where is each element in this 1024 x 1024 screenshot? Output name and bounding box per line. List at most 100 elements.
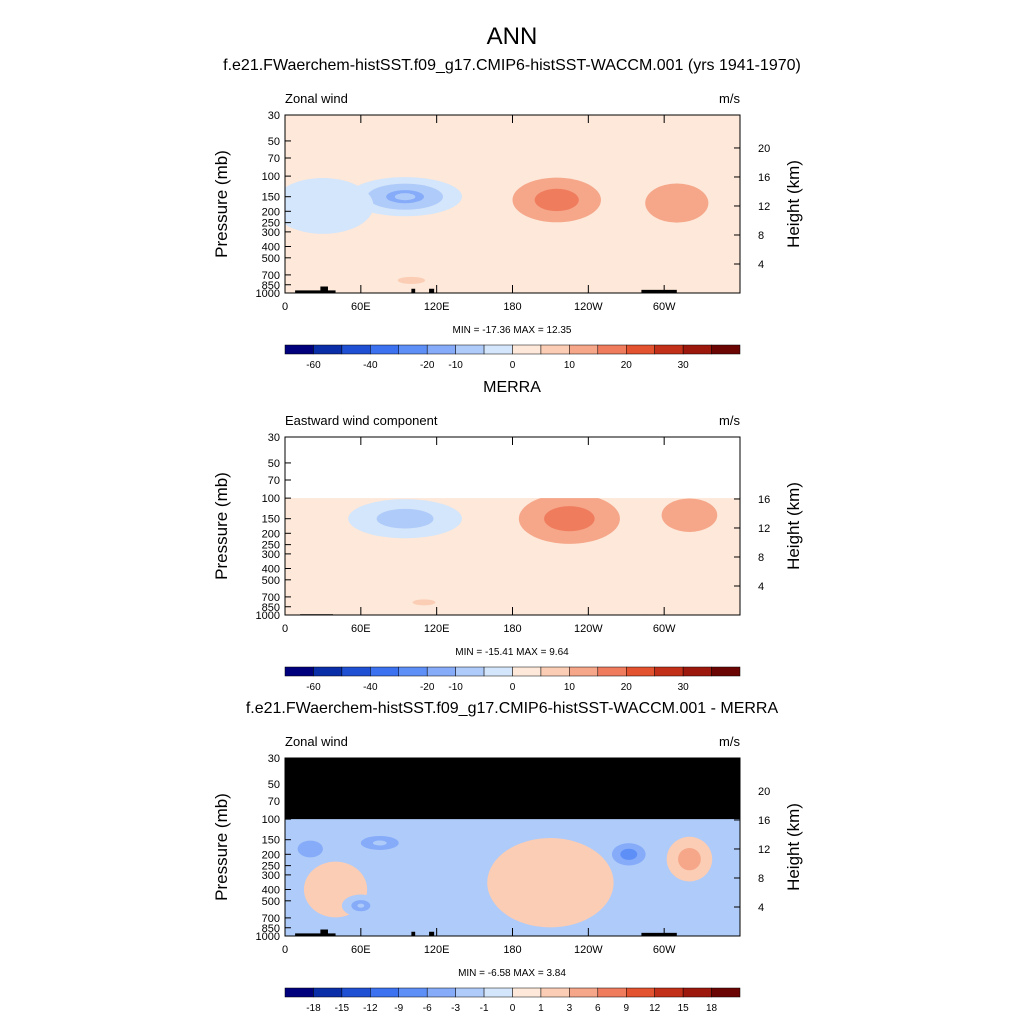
colorbar-swatch bbox=[483, 344, 513, 355]
colorbar-swatch bbox=[284, 987, 314, 998]
y-tick-label: 70 bbox=[268, 796, 280, 808]
colorbar-label: -6 bbox=[423, 1003, 432, 1014]
figure-title: ANN bbox=[487, 23, 538, 50]
y-tick-label: 700 bbox=[262, 592, 280, 604]
x-tick-label: 180 bbox=[503, 623, 521, 635]
min-max-label: MIN = -6.58 MAX = 3.84 bbox=[458, 968, 566, 979]
missing-data-mask bbox=[285, 758, 740, 820]
field-contours bbox=[336, 498, 718, 606]
y2-tick-label: 8 bbox=[758, 552, 764, 564]
colorbar-swatch bbox=[426, 666, 456, 677]
colorbar-swatch bbox=[313, 344, 343, 355]
units-label: m/s bbox=[719, 413, 740, 428]
contour-peak bbox=[329, 884, 342, 895]
y-tick-label: 700 bbox=[262, 270, 280, 282]
y-tick-label: 700 bbox=[262, 913, 280, 925]
colorbar-label: -3 bbox=[451, 1003, 460, 1014]
colorbar-swatch bbox=[483, 666, 513, 677]
contour-peak bbox=[560, 514, 579, 524]
variable-label: Zonal wind bbox=[285, 91, 348, 106]
terrain-block bbox=[320, 286, 328, 293]
y2-axis-title: Height (km) bbox=[784, 803, 803, 891]
colorbar-swatch bbox=[540, 987, 570, 998]
x-tick-label: 180 bbox=[503, 301, 521, 313]
colorbar-swatch bbox=[540, 344, 570, 355]
contour-peak bbox=[397, 276, 426, 284]
colorbar-swatch bbox=[569, 344, 599, 355]
contour-peak bbox=[357, 903, 365, 908]
colorbar-swatch bbox=[341, 344, 371, 355]
colorbar-label: -15 bbox=[335, 1003, 350, 1014]
colorbar-label: 20 bbox=[621, 360, 633, 371]
y-tick-label: 300 bbox=[262, 227, 280, 239]
y-tick-label: 850 bbox=[262, 923, 280, 935]
terrain-block bbox=[411, 931, 416, 936]
y2-tick-label: 4 bbox=[758, 581, 764, 593]
field bbox=[285, 437, 740, 615]
colorbar-label: -12 bbox=[363, 1003, 378, 1014]
x-tick-label: 120W bbox=[574, 301, 603, 313]
y-tick-label: 1000 bbox=[256, 931, 280, 943]
x-tick-label: 60W bbox=[653, 944, 676, 956]
colorbar-swatch bbox=[654, 987, 684, 998]
units-label: m/s bbox=[719, 734, 740, 749]
y-axis-title: Pressure (mb) bbox=[212, 150, 231, 258]
contour-peak bbox=[684, 512, 695, 519]
y-axis-title: Pressure (mb) bbox=[212, 793, 231, 901]
colorbar-swatch bbox=[483, 987, 513, 998]
y-tick-label: 50 bbox=[268, 458, 280, 470]
y2-tick-label: 8 bbox=[758, 873, 764, 885]
no-data-region bbox=[285, 437, 740, 499]
colorbar-swatch bbox=[682, 987, 712, 998]
panel-title: f.e21.FWaerchem-histSST.f09_g17.CMIP6-hi… bbox=[223, 57, 801, 74]
x-tick-label: 120W bbox=[574, 623, 603, 635]
contour-peak bbox=[671, 199, 683, 207]
terrain-block bbox=[641, 932, 677, 936]
colorbar-label: 12 bbox=[649, 1003, 661, 1014]
y2-tick-label: 12 bbox=[758, 201, 770, 213]
y-tick-label: 200 bbox=[262, 849, 280, 861]
colorbar-label: 0 bbox=[510, 682, 516, 693]
variable-label: Zonal wind bbox=[285, 734, 348, 749]
contour-peak bbox=[412, 599, 436, 606]
panel-model: f.e21.FWaerchem-histSST.f09_g17.CMIP6-hi… bbox=[212, 57, 803, 371]
terrain-block bbox=[295, 933, 336, 936]
y-axis-title: Pressure (mb) bbox=[212, 472, 231, 580]
panels: f.e21.FWaerchem-histSST.f09_g17.CMIP6-hi… bbox=[212, 57, 803, 1014]
colorbar-swatch bbox=[540, 666, 570, 677]
y-tick-label: 300 bbox=[262, 870, 280, 882]
variable-label: Eastward wind component bbox=[285, 413, 438, 428]
terrain-block bbox=[320, 929, 328, 936]
y-tick-label: 200 bbox=[262, 206, 280, 218]
colorbar-swatch bbox=[426, 344, 456, 355]
units-label: m/s bbox=[719, 91, 740, 106]
terrain-block bbox=[641, 289, 677, 293]
y-tick-label: 850 bbox=[262, 602, 280, 614]
contour-peak bbox=[539, 874, 562, 891]
colorbar-swatch bbox=[284, 344, 314, 355]
y-tick-label: 500 bbox=[262, 575, 280, 587]
y-tick-label: 400 bbox=[262, 884, 280, 896]
colorbar-swatch bbox=[370, 666, 399, 677]
colorbar-swatch bbox=[682, 344, 712, 355]
colorbar-swatch bbox=[512, 987, 542, 998]
y2-tick-label: 20 bbox=[758, 143, 770, 155]
panel-obs: MERRA Eastward wind component m/s 0 60E 120E 1… bbox=[212, 379, 803, 693]
colorbar-swatch bbox=[370, 987, 399, 998]
colorbar-swatch bbox=[597, 344, 627, 355]
x-tick-label: 120W bbox=[574, 944, 603, 956]
x-tick-label: 120E bbox=[424, 301, 450, 313]
y-tick-label: 1000 bbox=[256, 610, 280, 622]
x-tick-label: 60E bbox=[351, 623, 371, 635]
contour-peak bbox=[394, 193, 416, 201]
colorbar-swatch bbox=[341, 987, 371, 998]
y-tick-label: 500 bbox=[262, 253, 280, 265]
y-tick-label: 500 bbox=[262, 896, 280, 908]
colorbar-label: -20 bbox=[420, 360, 435, 371]
colorbar-swatch bbox=[569, 987, 599, 998]
colorbar-label: 0 bbox=[510, 1003, 516, 1014]
colorbar-label: 15 bbox=[678, 1003, 690, 1014]
y-tick-label: 250 bbox=[262, 540, 280, 552]
y-tick-label: 150 bbox=[262, 835, 280, 847]
colorbar-swatch bbox=[626, 666, 655, 677]
